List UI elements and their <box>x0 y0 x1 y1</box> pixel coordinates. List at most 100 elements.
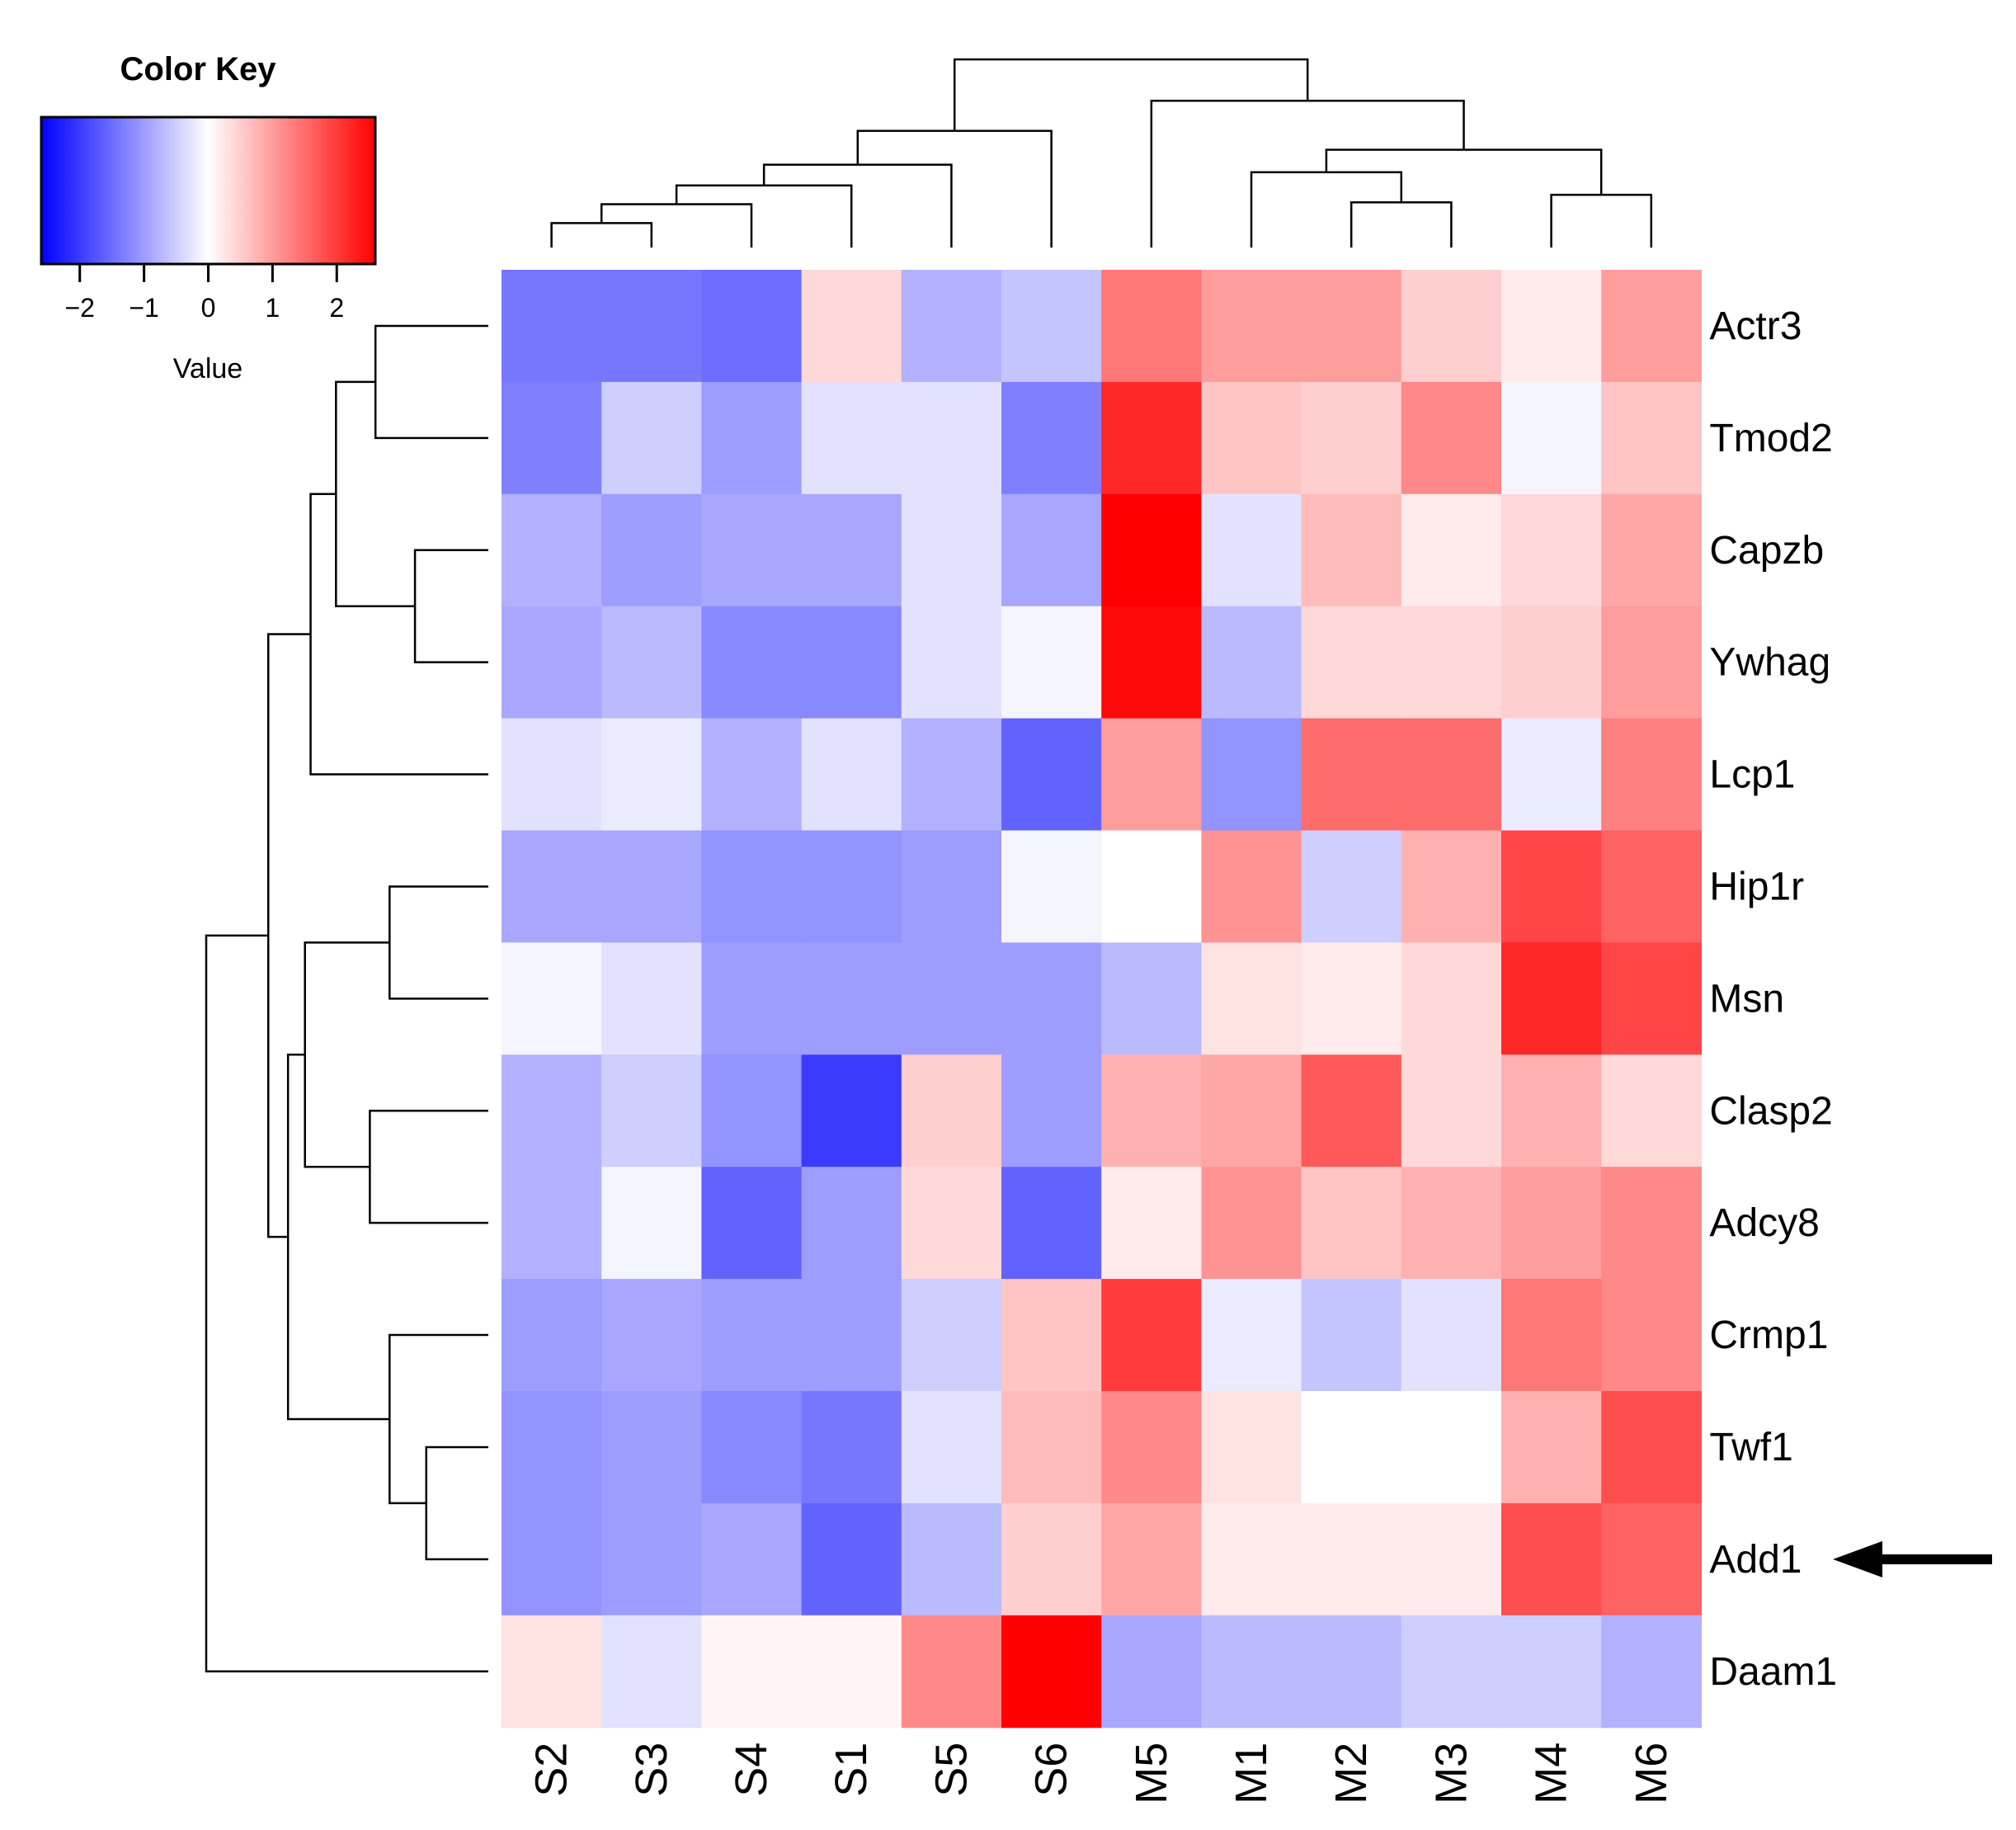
dendrogram-branch <box>762 163 953 248</box>
heatmap-cell <box>1001 718 1102 832</box>
heatmap-cell <box>1401 381 1502 495</box>
heatmap-cell <box>801 1167 902 1280</box>
heatmap-cell <box>801 381 902 495</box>
heatmap-cell <box>1201 1391 1302 1504</box>
heatmap-cell <box>1501 381 1602 495</box>
heatmap-cell <box>901 1279 1002 1392</box>
heatmap-cell <box>1501 606 1602 719</box>
heatmap-cell <box>1601 830 1702 943</box>
heatmap-cell <box>701 830 803 943</box>
color-key-tick-label: −2 <box>64 293 94 323</box>
heatmap-cell <box>1501 270 1602 383</box>
heatmap-cell <box>502 1054 602 1167</box>
heatmap-cell <box>801 1054 902 1167</box>
dendrogram-branch <box>600 203 753 248</box>
heatmap-cell <box>1101 493 1202 607</box>
heatmap-cell <box>1601 493 1702 607</box>
heatmap-cell <box>801 718 902 832</box>
row-label: Hip1r <box>1709 865 1804 908</box>
heatmap-cell <box>502 718 602 832</box>
heatmap-cell <box>1501 493 1602 607</box>
heatmap-cell <box>1101 606 1202 719</box>
heatmap-cell <box>1301 1279 1402 1392</box>
dendrogram-branch <box>286 1054 390 1421</box>
heatmap-cell <box>502 942 602 1055</box>
heatmap-cell <box>1501 830 1602 943</box>
heatmap-cell <box>1601 1391 1702 1504</box>
color-key-title: Color Key <box>120 51 277 87</box>
heatmap-cell <box>1601 270 1702 383</box>
dendrogram-branch <box>1550 193 1653 248</box>
heatmap-cell <box>1001 1279 1102 1392</box>
heatmap-cell <box>1201 1054 1302 1167</box>
heatmap-cell <box>701 606 803 719</box>
column-labels: S2 S3 S4 S1 S5 S6 M5 M1 M2 M3 M4 M6 <box>527 1743 1676 1804</box>
heatmap-cell <box>1301 718 1402 832</box>
heatmap-cell <box>1101 1167 1202 1280</box>
heatmap-cell <box>901 1615 1002 1729</box>
dendrogram-branch <box>304 941 390 1168</box>
heatmap-cell <box>1301 942 1402 1055</box>
heatmap-cell <box>1101 1054 1202 1167</box>
heatmap-cell <box>601 1502 702 1616</box>
column-label: S6 <box>1027 1743 1076 1797</box>
heatmap-cell <box>701 270 803 383</box>
heatmap-cell <box>1401 1279 1502 1392</box>
heatmap-cell <box>701 1167 803 1280</box>
arrow-head-icon <box>1833 1540 1882 1578</box>
heatmap-cell <box>601 1167 702 1280</box>
heatmap-cell <box>601 1615 702 1729</box>
heatmap-cell <box>1001 270 1102 383</box>
heatmap-cell <box>901 830 1002 943</box>
row-dendrogram <box>205 324 488 1672</box>
heatmap-cell <box>1301 1167 1402 1280</box>
heatmap-cell <box>1301 1391 1402 1504</box>
heatmap-cell <box>1401 493 1502 607</box>
heatmap-cell <box>1201 606 1302 719</box>
row-label: Crmp1 <box>1709 1314 1828 1357</box>
heatmap-cell <box>901 606 1002 719</box>
heatmap-cell <box>1601 1167 1702 1280</box>
heatmap-cell <box>1101 942 1202 1055</box>
dendrogram-branch <box>309 493 488 776</box>
heatmap-cell <box>1001 381 1102 495</box>
heatmap-cell <box>1401 830 1502 943</box>
heatmap-cell <box>601 942 702 1055</box>
heatmap-cell <box>502 1502 602 1616</box>
heatmap-cell <box>1401 942 1502 1055</box>
heatmap-cell <box>1501 1054 1602 1167</box>
heatmap-cell <box>701 1054 803 1167</box>
row-highlight-arrow <box>1833 1540 1992 1578</box>
dendrogram-branch <box>953 58 1309 131</box>
row-label: Clasp2 <box>1709 1089 1832 1133</box>
dendrogram-branch <box>374 324 488 440</box>
heatmap-cell <box>601 1054 702 1167</box>
heatmap-cell <box>1201 942 1302 1055</box>
heatmap-cell <box>1101 1391 1202 1504</box>
heatmap-cell <box>502 1279 602 1392</box>
heatmap-cell <box>1401 270 1502 383</box>
heatmap-cell <box>801 606 902 719</box>
row-labels: Actr3 Tmod2 Capzb Ywhag Lcp1 Hip1r Msn Clasp2 Ad… <box>1709 304 1837 1694</box>
heatmap-cell <box>601 493 702 607</box>
row-label: Actr3 <box>1709 304 1802 348</box>
column-label: M4 <box>1527 1743 1576 1804</box>
column-dendrogram <box>550 58 1653 248</box>
heatmap-grid <box>502 270 1702 1729</box>
column-label: S2 <box>527 1743 577 1797</box>
heatmap-cell <box>601 270 702 383</box>
heatmap-cell <box>1101 1502 1202 1616</box>
heatmap-cell <box>1201 270 1302 383</box>
heatmap-cell <box>701 1391 803 1504</box>
heatmap-cell <box>801 942 902 1055</box>
heatmap-cell <box>1001 1167 1102 1280</box>
heatmap-cell <box>1301 830 1402 943</box>
heatmap-cell <box>1401 1391 1502 1504</box>
row-label: Ywhag <box>1709 641 1830 685</box>
heatmap-cell <box>1101 270 1202 383</box>
heatmap-cell <box>1301 1502 1402 1616</box>
heatmap-cell <box>1501 1615 1602 1729</box>
heatmap-cell <box>801 1502 902 1616</box>
heatmap-cell <box>1001 1391 1102 1504</box>
dendrogram-branch <box>205 934 488 1672</box>
